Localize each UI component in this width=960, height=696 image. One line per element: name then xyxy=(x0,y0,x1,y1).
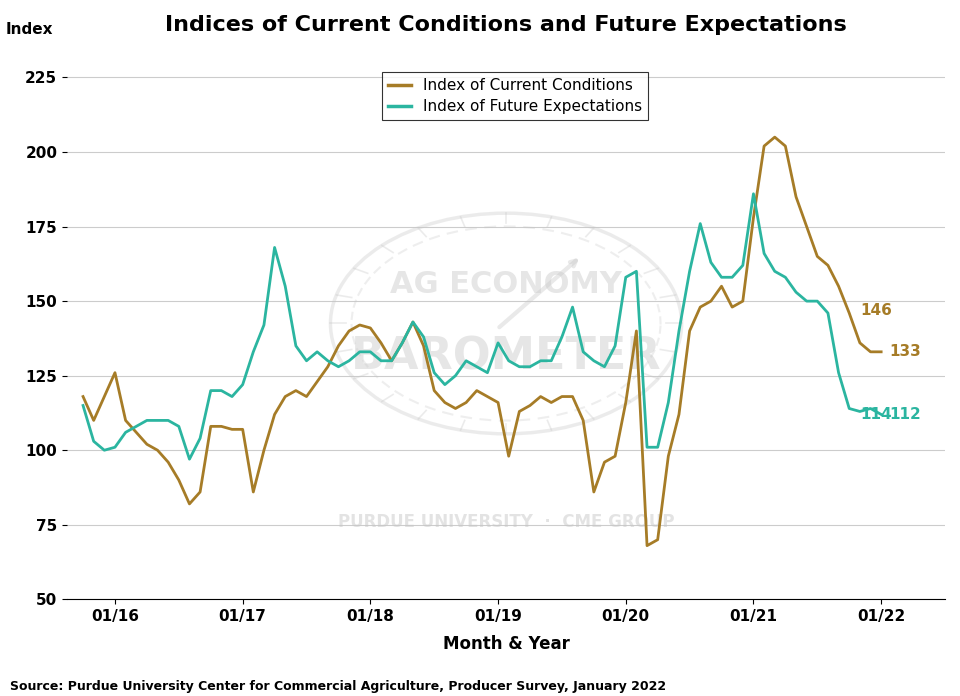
Text: 114: 114 xyxy=(860,407,892,422)
Text: Index: Index xyxy=(6,22,53,37)
Legend: Index of Current Conditions, Index of Future Expectations: Index of Current Conditions, Index of Fu… xyxy=(382,72,648,120)
X-axis label: Month & Year: Month & Year xyxy=(443,635,569,653)
Text: 146: 146 xyxy=(860,303,892,317)
Text: BAROMETER: BAROMETER xyxy=(350,335,661,378)
Text: 112: 112 xyxy=(890,407,922,422)
Title: Indices of Current Conditions and Future Expectations: Indices of Current Conditions and Future… xyxy=(165,15,847,35)
Text: PURDUE UNIVERSITY  ·  CME GROUP: PURDUE UNIVERSITY · CME GROUP xyxy=(338,513,674,531)
Text: 133: 133 xyxy=(890,345,922,359)
Text: Source: Purdue University Center for Commercial Agriculture, Producer Survey, Ja: Source: Purdue University Center for Com… xyxy=(10,679,665,693)
Text: AG ECONOMY: AG ECONOMY xyxy=(390,270,622,299)
